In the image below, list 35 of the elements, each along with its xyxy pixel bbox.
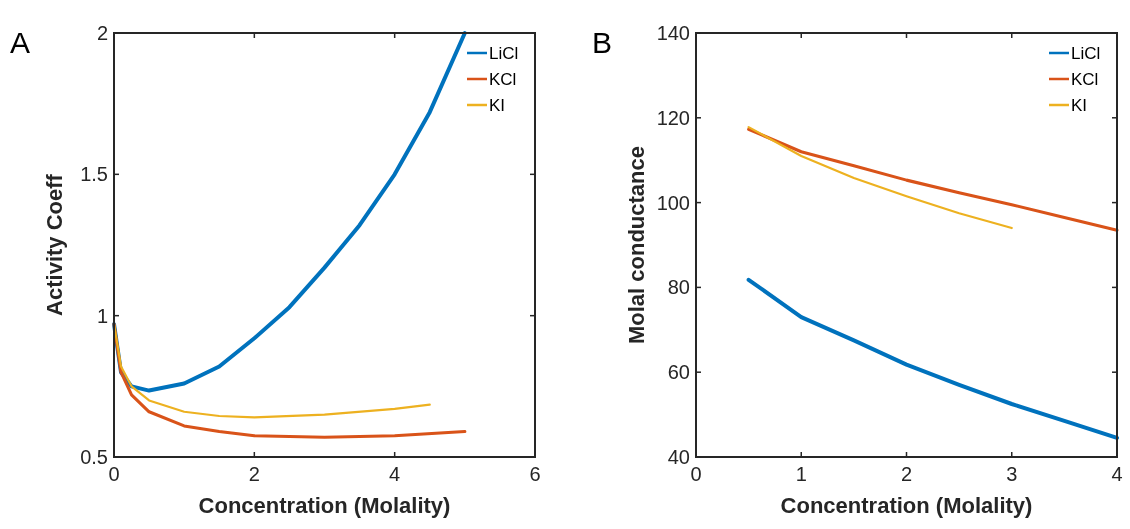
- legend-label: LiCl: [489, 44, 519, 63]
- legend-label: LiCl: [1071, 44, 1101, 63]
- x-tick-label: 2: [900, 463, 913, 485]
- x-tick-label: 4: [389, 463, 401, 485]
- y-tick-label: 140: [656, 22, 690, 44]
- y-tick-label: 80: [667, 276, 690, 299]
- y-axis-title: Activity Coeff: [42, 173, 67, 316]
- x-tick-label: 1: [795, 463, 807, 485]
- y-tick-label: 0.5: [80, 446, 108, 468]
- x-tick-label: 2: [248, 463, 260, 485]
- y-tick-label: 100: [656, 191, 690, 214]
- x-axis-title: Concentration (Molality): [780, 493, 1033, 518]
- text: B: [592, 26, 613, 59]
- x-axis-title: Concentration (Molality): [198, 493, 451, 518]
- legend-label: KI: [489, 96, 506, 115]
- y-tick-label: 1: [96, 304, 108, 327]
- legend-label: KCl: [489, 70, 517, 89]
- y-axis-title: Molal conductance: [624, 145, 649, 345]
- x-tick-label: 0: [108, 463, 120, 485]
- legend-label: KI: [1071, 96, 1088, 115]
- y-tick-label: 1.5: [80, 163, 108, 186]
- line-series: [747, 126, 1013, 230]
- x-tick-label: 0: [690, 463, 702, 485]
- legend-label: KCl: [1071, 70, 1099, 89]
- y-tick-label: 40: [667, 446, 690, 468]
- line-series: [746, 277, 1119, 440]
- text: A: [10, 26, 31, 59]
- y-tick-label: 120: [656, 106, 690, 129]
- line-series: [112, 322, 467, 439]
- x-tick-label: 6: [529, 463, 541, 485]
- x-tick-label: 4: [1111, 463, 1123, 485]
- y-tick-label: 60: [667, 361, 690, 384]
- y-tick-label: 2: [96, 22, 108, 44]
- line-series: [747, 127, 1119, 232]
- x-tick-label: 3: [1006, 463, 1018, 485]
